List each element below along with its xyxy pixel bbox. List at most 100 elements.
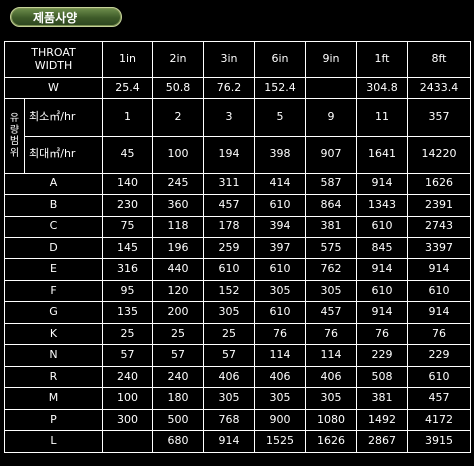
table-cell: 3: [203, 98, 255, 137]
table-cell: 406: [305, 365, 357, 389]
table-cell: 406: [203, 365, 255, 389]
table-cell: 1626: [305, 430, 357, 453]
row-label: P: [4, 408, 103, 432]
table-cell: 610: [356, 215, 408, 239]
dimension-row: K 25 25 25 76 76 76 76: [4, 322, 471, 346]
table-cell: [305, 76, 357, 100]
table-cell: 2867: [356, 430, 408, 453]
table-cell: 914: [407, 258, 471, 281]
table-cell: 610: [407, 365, 471, 389]
table-cell: 610: [203, 258, 255, 281]
table-cell: 508: [356, 365, 408, 389]
table-cell: 2743: [407, 215, 471, 239]
table-cell: 178: [203, 215, 255, 239]
table-cell: 145: [102, 236, 153, 260]
table-cell: 914: [407, 301, 471, 324]
table-cell: 2391: [407, 194, 471, 217]
table-cell: 229: [356, 344, 408, 367]
table-cell: 76: [356, 322, 408, 346]
table-cell: 610: [254, 194, 306, 217]
size-header: 3in: [203, 41, 255, 78]
table-cell: 304.8: [356, 76, 408, 100]
row-label: L: [4, 430, 103, 453]
table-cell: 406: [254, 365, 306, 389]
table-cell: 5: [254, 98, 306, 137]
flow-min-row: 유 량 범 위 최소㎥/hr 1 2 3 5 9 11 357: [4, 98, 471, 174]
table-cell: 907: [305, 135, 357, 174]
dimension-row: R 240 240 406 406 406 508 610: [4, 365, 471, 389]
row-label: B: [4, 194, 103, 217]
table-cell: 76.2: [203, 76, 255, 100]
dimension-row: M 100 180 305 305 305 381 457: [4, 387, 471, 410]
table-cell: 240: [102, 365, 153, 389]
table-cell: 2433.4: [407, 76, 471, 100]
table-cell: 381: [356, 387, 408, 410]
table-cell: 457: [305, 301, 357, 324]
size-header: 6in: [254, 41, 306, 78]
width-label: WIDTH: [34, 58, 73, 72]
table-cell: 25.4: [102, 76, 153, 100]
table-cell: 50.8: [152, 76, 204, 100]
badge-label: 제품사양: [33, 10, 78, 25]
table-cell: 25: [102, 322, 153, 346]
table-cell: 305: [305, 279, 357, 303]
table-cell: 2: [152, 98, 204, 137]
header-row: THROAT WIDTH 1in 2in 3in 6in 9in 1ft 8ft: [4, 41, 471, 78]
table-cell: 180: [152, 387, 204, 410]
table-cell: 610: [254, 301, 306, 324]
flow-range-char: 범: [9, 136, 20, 148]
table-cell: 914: [203, 430, 255, 453]
dimension-row: D 145 196 259 397 575 845 3397: [4, 236, 471, 260]
row-label: N: [4, 344, 103, 367]
table-cell: 845: [356, 236, 408, 260]
dimension-row: C 75 118 178 394 381 610 2743: [4, 215, 471, 239]
spec-table: THROAT WIDTH 1in 2in 3in 6in 9in 1ft 8ft W 25.4 50.…: [4, 41, 471, 453]
table-cell: 300: [102, 408, 153, 432]
table-cell: 864: [305, 194, 357, 217]
dimension-row: P 300 500 768 900 1080 1492 4172: [4, 408, 471, 432]
table-cell: 100: [102, 387, 153, 410]
dimension-row: N 57 57 57 114 114 229 229: [4, 344, 471, 367]
table-cell: 25: [203, 322, 255, 346]
table-cell: 140: [102, 172, 153, 196]
product-spec-badge: 제품사양: [10, 7, 122, 27]
table-cell: 200: [152, 301, 204, 324]
table-cell: 76: [254, 322, 306, 346]
table-cell: 500: [152, 408, 204, 432]
size-header: 1ft: [356, 41, 408, 78]
size-header: 9in: [305, 41, 357, 78]
table-cell: 457: [203, 194, 255, 217]
table-cell: 1080: [305, 408, 357, 432]
row-label: W: [4, 76, 103, 100]
table-cell: 76: [305, 322, 357, 346]
table-cell: 762: [305, 258, 357, 281]
table-cell: 1343: [356, 194, 408, 217]
table-cell: 57: [152, 344, 204, 367]
flow-range-char: 량: [9, 124, 20, 136]
table-cell: 45: [102, 135, 153, 174]
table-cell: 914: [356, 301, 408, 324]
table-cell: 397: [254, 236, 306, 260]
dimension-row: F 95 120 152 305 305 610 610: [4, 279, 471, 303]
table-cell: 95: [102, 279, 153, 303]
table-cell: 120: [152, 279, 204, 303]
table-cell: 680: [152, 430, 204, 453]
table-cell: 100: [152, 135, 204, 174]
flow-min-label: 최소㎥/hr: [24, 98, 103, 137]
table-cell: 76: [407, 322, 471, 346]
table-cell: 75: [102, 215, 153, 239]
row-label: F: [4, 279, 103, 303]
table-cell: 240: [152, 365, 204, 389]
table-cell: 587: [305, 172, 357, 196]
dimension-row: L 680 914 1525 1626 2867 3915: [4, 430, 471, 453]
table-cell: 1492: [356, 408, 408, 432]
table-cell: 610: [254, 258, 306, 281]
table-cell: 457: [407, 387, 471, 410]
table-cell: 381: [305, 215, 357, 239]
table-cell: 768: [203, 408, 255, 432]
table-cell: 9: [305, 98, 357, 137]
table-cell: 1626: [407, 172, 471, 196]
table-cell: 357: [407, 98, 471, 137]
flow-max-row: 최대㎥/hr 45 100 194 398 907 1641 14220: [5, 135, 471, 174]
table-cell: 305: [254, 387, 306, 410]
